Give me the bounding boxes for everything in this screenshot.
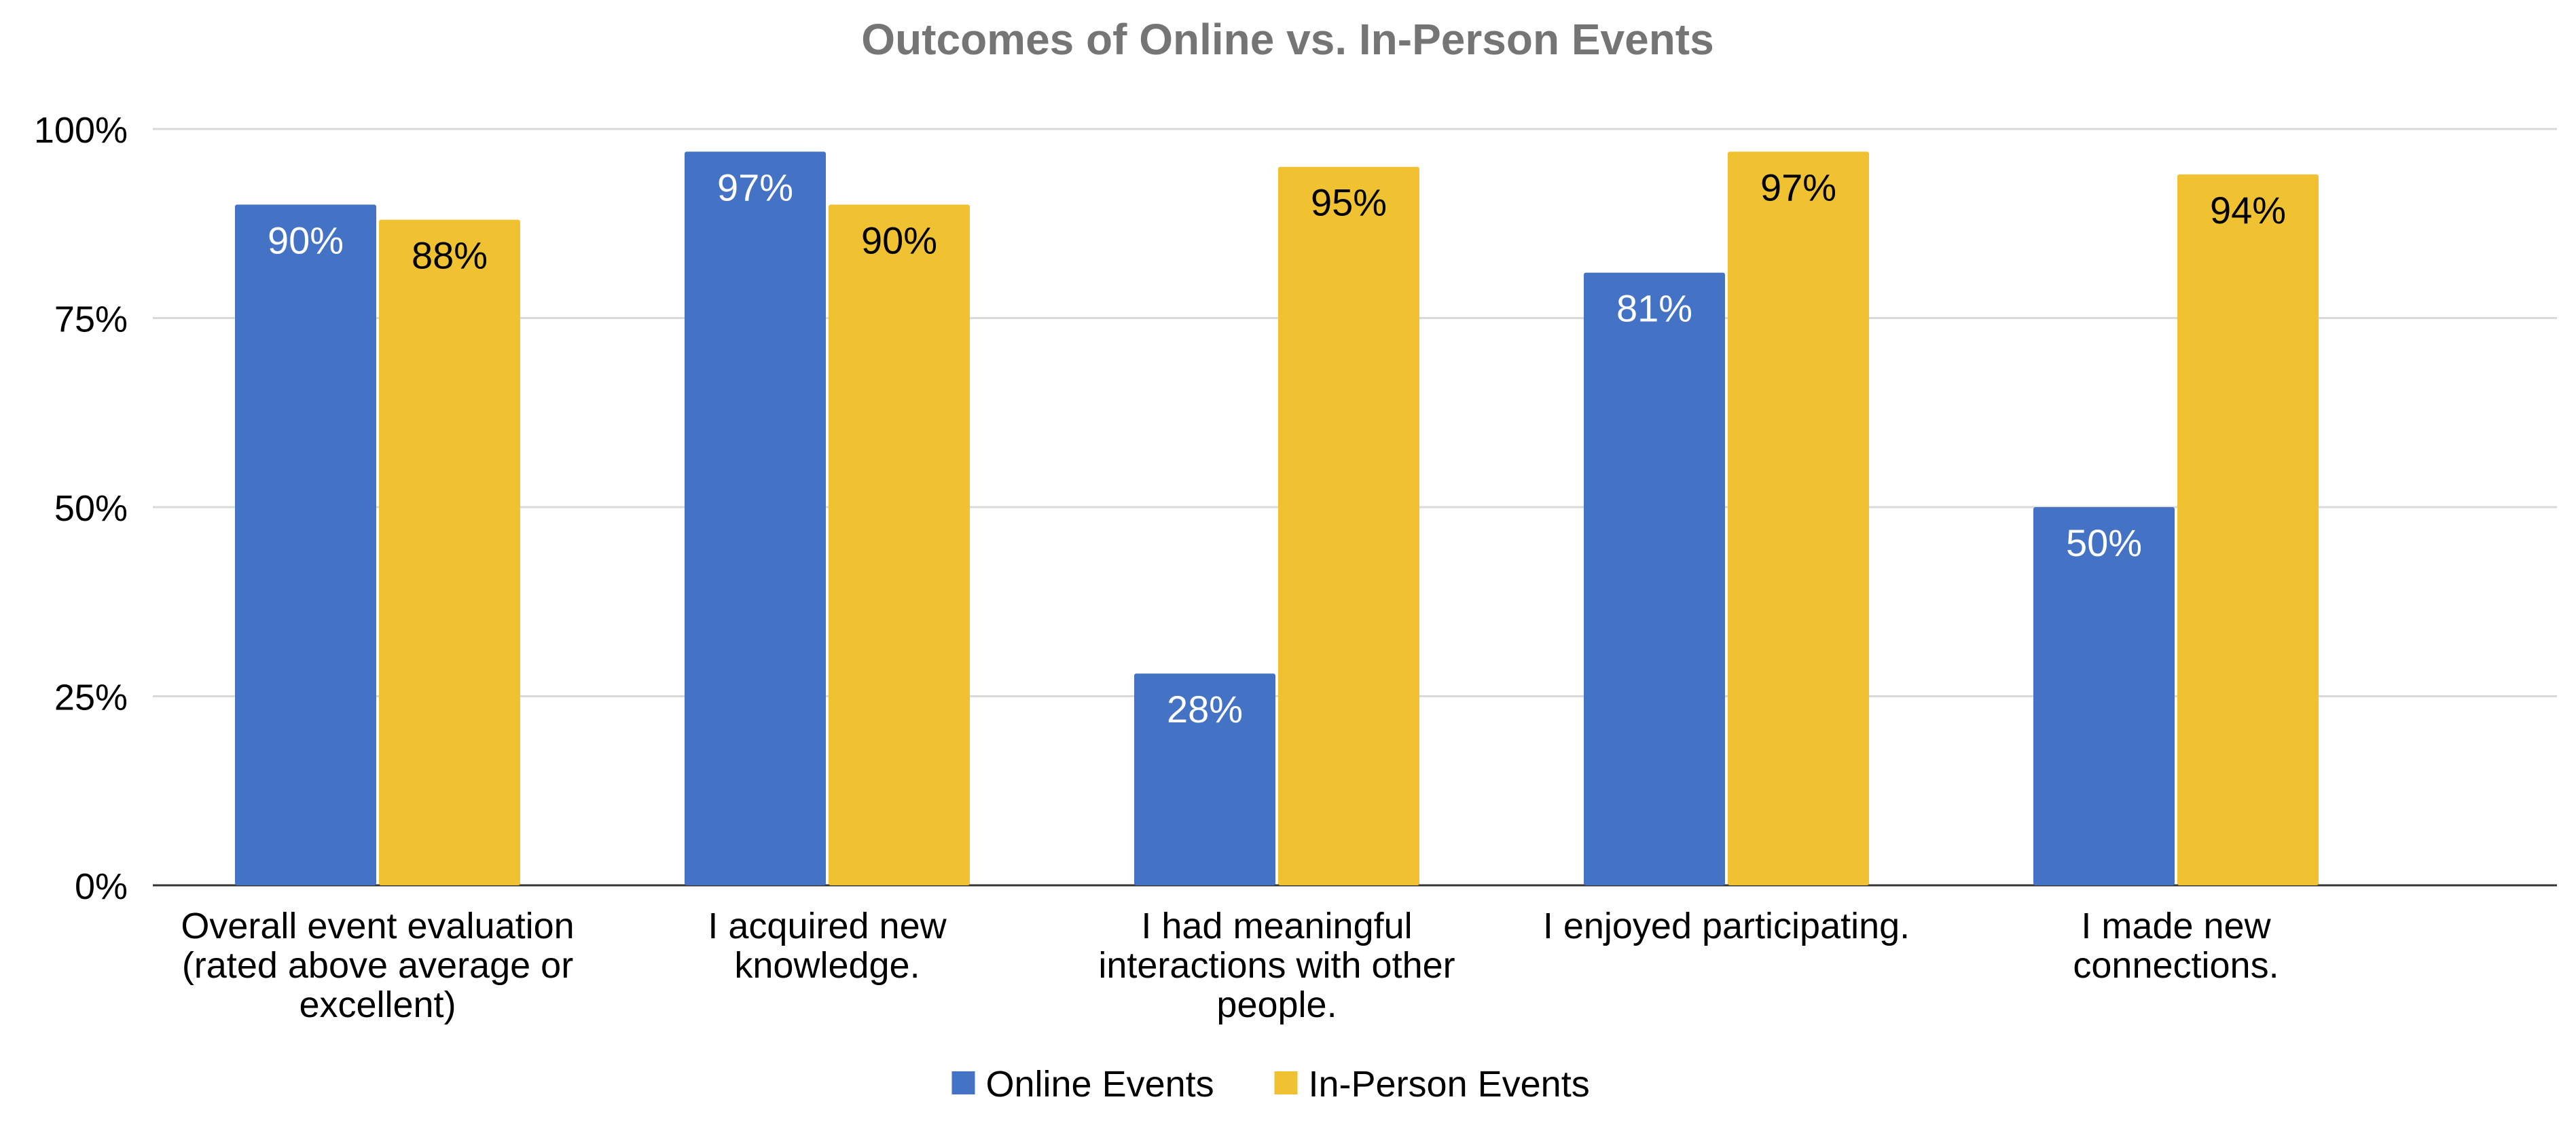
y-tick-label: 25% xyxy=(54,678,128,718)
data-label: 97% xyxy=(717,166,793,208)
x-category-label: excellent) xyxy=(299,984,456,1025)
x-category-label: I had meaningful xyxy=(1141,906,1412,946)
bar xyxy=(379,219,520,885)
chart-title: Outcomes of Online vs. In-Person Events xyxy=(861,15,1713,64)
y-tick-label: 100% xyxy=(34,110,128,151)
x-category-label: I acquired new xyxy=(708,906,947,946)
legend: Online Events In-Person Events xyxy=(951,1064,1590,1105)
bars: 90% 88% 97% 90% 28% 95% 81% 97% 50% 94% xyxy=(235,151,2319,886)
x-axis-category-labels: Overall event evaluation(rated above ave… xyxy=(181,906,2279,1025)
data-label: 28% xyxy=(1167,688,1243,731)
x-category-label: interactions with other xyxy=(1098,945,1455,986)
bar xyxy=(235,204,376,885)
x-category-label: Overall event evaluation xyxy=(181,906,574,946)
bar xyxy=(829,204,970,885)
data-label: 94% xyxy=(2210,189,2286,232)
data-label: 81% xyxy=(1616,287,1692,330)
bar xyxy=(2033,507,2175,885)
bar xyxy=(2177,174,2319,886)
x-category-label: I made new xyxy=(2081,906,2271,946)
x-category-label: connections. xyxy=(2073,945,2279,986)
x-category-label: (rated above average or xyxy=(182,945,573,986)
x-category-label: I enjoyed participating. xyxy=(1543,906,1910,946)
data-label: 90% xyxy=(861,219,937,261)
data-label: 50% xyxy=(2066,521,2142,564)
y-tick-label: 50% xyxy=(54,488,128,529)
legend-label: Online Events xyxy=(986,1064,1214,1105)
data-label: 97% xyxy=(1760,166,1836,208)
y-axis-tick-labels: 0% 25% 50% 75% 100% xyxy=(34,110,128,907)
legend-label: In-Person Events xyxy=(1309,1064,1590,1105)
bar xyxy=(1728,151,1869,885)
x-category-label: people. xyxy=(1216,984,1337,1025)
bar xyxy=(1134,673,1275,885)
bar xyxy=(685,151,826,885)
data-label: 90% xyxy=(268,219,344,261)
data-label: 95% xyxy=(1311,181,1387,224)
y-tick-label: 0% xyxy=(75,866,128,907)
data-label: 88% xyxy=(412,234,488,277)
legend-swatch xyxy=(1274,1071,1298,1094)
bar xyxy=(1278,166,1419,886)
legend-swatch xyxy=(951,1071,975,1094)
x-category-label: knowledge. xyxy=(734,945,920,986)
y-tick-label: 75% xyxy=(54,299,128,340)
bar xyxy=(1584,272,1725,885)
